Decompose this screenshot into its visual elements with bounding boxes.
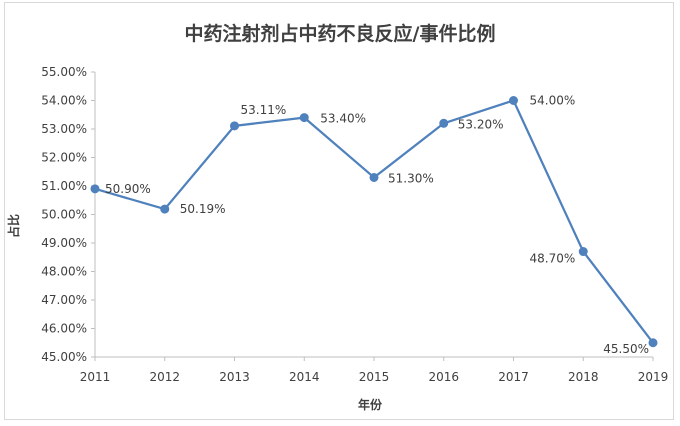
data-label: 48.70%: [529, 252, 575, 266]
x-tick-label: 2013: [219, 370, 250, 384]
data-point: [369, 172, 379, 182]
series-polyline: [94, 99, 654, 344]
data-label: 51.30%: [388, 171, 434, 185]
x-tick-labels: 2011 2012 2013 2014 2015 2016 2017 2018 2019: [80, 370, 669, 384]
x-tick-label: 2011: [80, 370, 111, 384]
y-tick-label: 46.00%: [41, 322, 87, 336]
y-axis-title-group: 占比: [6, 214, 21, 238]
chart-title: 中药注射剂占中药不良反应/事件比例: [185, 22, 496, 45]
data-label: 54.00%: [530, 94, 576, 108]
y-tick-label: 50.00%: [41, 208, 87, 222]
y-axis-title: 占比: [6, 214, 21, 238]
x-tick-label: 2016: [428, 370, 459, 384]
data-point: [578, 247, 588, 257]
x-tick-label: 2017: [498, 370, 529, 384]
y-tick-label: 47.00%: [41, 293, 87, 307]
y-tick-label: 52.00%: [41, 151, 87, 165]
y-tick-label: 54.00%: [41, 94, 87, 108]
chart-frame: [4, 2, 674, 420]
y-tick-label: 53.00%: [41, 122, 87, 136]
axes: [91, 71, 654, 361]
data-point: [509, 96, 518, 105]
data-points: [90, 96, 658, 348]
x-tick-label: 2018: [568, 370, 599, 384]
y-tick-label: 55.00%: [41, 65, 87, 79]
data-point: [299, 113, 309, 123]
x-tick-label: 2014: [289, 370, 320, 384]
x-tick-label: 2019: [638, 370, 669, 384]
data-point: [230, 121, 239, 131]
data-labels: 50.90% 50.19% 53.11% 53.40% 51.30% 53.20% 54.0…: [105, 94, 649, 356]
y-tick-label: 48.00%: [41, 265, 87, 279]
data-label: 50.19%: [180, 202, 226, 216]
y-tick-label: 49.00%: [41, 236, 87, 250]
y-tick-labels: 45.00% 46.00% 47.00% 48.00% 49.00% 50.00% 51.0…: [41, 65, 87, 364]
series-line: [94, 99, 654, 344]
data-point: [160, 204, 170, 214]
data-label: 53.40%: [320, 112, 366, 126]
data-point: [439, 118, 449, 128]
data-label: 45.50%: [603, 342, 649, 356]
x-tick-label: 2012: [149, 370, 180, 384]
data-point: [648, 338, 658, 348]
data-label: 53.20%: [458, 117, 504, 131]
y-tick-label: 51.00%: [41, 179, 87, 193]
data-label: 50.90%: [105, 182, 151, 196]
data-label: 53.11%: [241, 103, 287, 117]
y-tick-label: 45.00%: [41, 350, 87, 364]
x-tick-label: 2015: [359, 370, 390, 384]
data-point: [90, 184, 100, 194]
x-axis-title: 年份: [358, 397, 383, 412]
